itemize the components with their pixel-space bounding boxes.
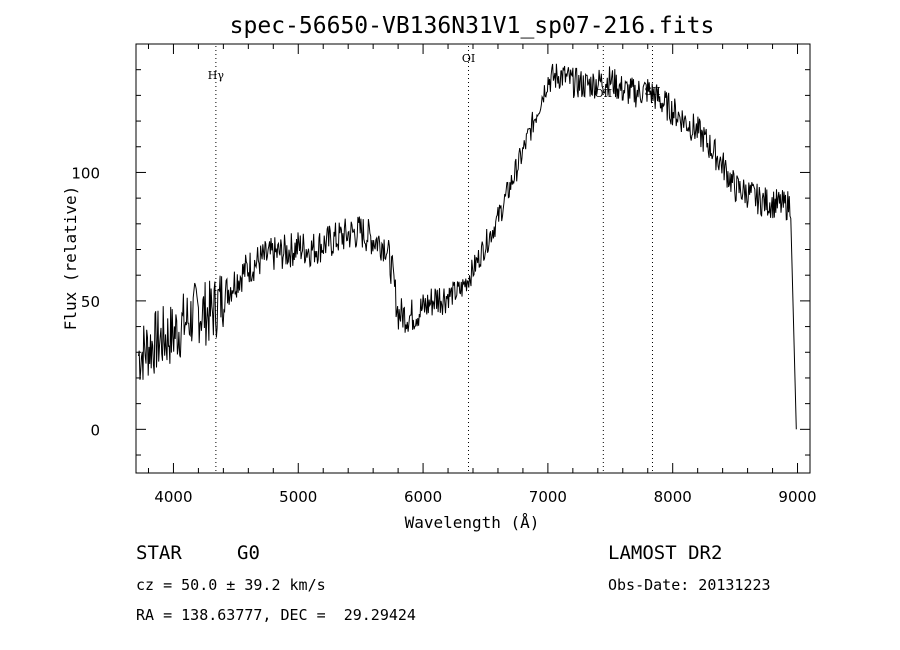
x-tick-label: 8000 — [654, 488, 692, 506]
chart-title: spec-56650-VB136N31V1_sp07-216.fits — [230, 13, 715, 39]
x-tick-label: 5000 — [279, 488, 317, 506]
y-tick-label: 50 — [81, 293, 100, 311]
y-axis-label: Flux (relative) — [61, 186, 80, 331]
object-class: STAR — [136, 542, 182, 564]
line-marker-label: OI — [462, 52, 475, 65]
x-tick-label: 6000 — [404, 488, 442, 506]
coordinates-text: RA = 138.63777, DEC = 29.29424 — [136, 606, 416, 624]
x-tick-label: 7000 — [529, 488, 567, 506]
survey-name: LAMOST DR2 — [608, 542, 723, 564]
y-tick-label: 0 — [90, 421, 100, 439]
redshift-text: cz = 50.0 ± 39.2 km/s — [136, 576, 326, 594]
x-tick-label: 9000 — [778, 488, 816, 506]
observation-date: Obs-Date: 20131223 — [608, 576, 771, 594]
y-tick-label: 100 — [71, 164, 100, 182]
spectral-subclass: G0 — [237, 542, 260, 564]
line-marker-label: Hγ — [208, 69, 225, 82]
spectrum-line — [138, 63, 797, 430]
x-tick-label: 4000 — [154, 488, 192, 506]
x-axis-label: Wavelength (Å) — [405, 513, 540, 532]
axis-ticks: 4000 5000 6000 7000 8000 9000 0 50 100 — [71, 44, 817, 506]
plot-frame — [135, 43, 811, 474]
